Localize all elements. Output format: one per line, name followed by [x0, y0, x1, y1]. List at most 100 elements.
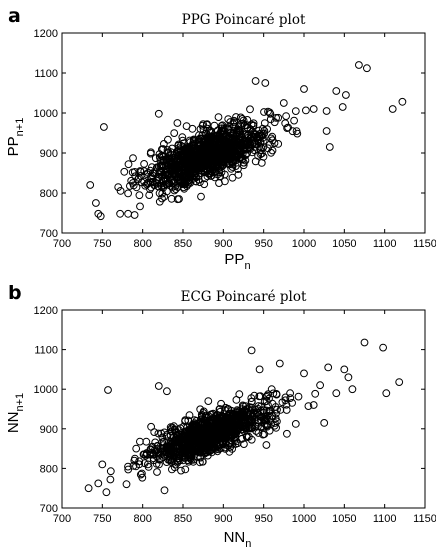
data-point [288, 399, 297, 407]
data-point [255, 365, 264, 374]
data-point [214, 445, 223, 454]
x-tick-label: 900 [214, 513, 232, 525]
chart-title: PPG Poincaré plot [182, 12, 306, 28]
data-point [241, 423, 250, 432]
data-point [222, 137, 230, 146]
data-point [267, 385, 276, 394]
data-point [196, 418, 205, 427]
x-tick-label: 950 [254, 513, 272, 525]
data-point [283, 429, 291, 438]
data-point [204, 446, 212, 455]
data-point [338, 103, 347, 111]
data-point [94, 479, 103, 488]
data-point [235, 144, 244, 152]
data-point [86, 181, 95, 189]
x-tick-label: 700 [53, 238, 71, 250]
data-point [188, 446, 197, 454]
data-point [309, 105, 318, 113]
data-point [177, 466, 185, 475]
data-point [200, 157, 208, 166]
data-point [274, 113, 283, 122]
data-point [155, 167, 164, 176]
data-point [197, 435, 206, 444]
data-point [220, 158, 229, 167]
data-point [239, 158, 248, 167]
data-point [292, 127, 301, 136]
x-tick-label: 1100 [373, 238, 397, 250]
data-point [182, 173, 191, 182]
data-point [342, 91, 350, 99]
panel-letter: b [8, 282, 22, 304]
data-point [154, 429, 163, 438]
data-point [124, 160, 133, 169]
data-point [135, 174, 143, 182]
data-point [286, 394, 295, 403]
x-tick-label: 700 [53, 513, 71, 525]
data-point [144, 463, 153, 471]
data-point [146, 445, 155, 454]
data-point [150, 428, 159, 437]
data-point [269, 389, 278, 398]
data-point [348, 385, 357, 394]
data-point [155, 153, 164, 162]
data-point [332, 87, 341, 95]
data-point [175, 456, 184, 465]
data-point [260, 108, 268, 116]
data-point [154, 382, 163, 390]
data-point [235, 390, 244, 399]
data-point [167, 457, 176, 465]
data-point [260, 430, 269, 439]
data-point [204, 397, 213, 406]
data-point [142, 451, 150, 460]
data-point [84, 484, 93, 493]
data-point [398, 97, 407, 106]
data-point [240, 145, 249, 154]
data-point [201, 174, 209, 183]
data-point [146, 149, 155, 158]
panel-letter: a [8, 5, 21, 27]
x-tick-label: 850 [174, 238, 192, 250]
data-point [175, 168, 184, 177]
data-point [160, 140, 168, 148]
data-point [209, 428, 217, 436]
data-point [168, 441, 177, 450]
data-point [340, 365, 349, 374]
data-point [168, 427, 176, 436]
data-point [258, 149, 266, 158]
data-point [170, 129, 179, 138]
data-point [234, 165, 242, 174]
data-point [120, 167, 129, 176]
data-point [116, 187, 125, 195]
y-tick-label: 1000 [34, 108, 58, 120]
data-point [248, 397, 256, 406]
data-point [264, 107, 272, 116]
data-point [379, 343, 388, 352]
data-point [216, 407, 225, 416]
data-point [184, 456, 193, 465]
data-point [225, 122, 234, 131]
data-point [278, 398, 287, 407]
data-point [388, 105, 397, 113]
x-tick-label: 800 [133, 513, 151, 525]
data-point [197, 443, 206, 452]
data-point [177, 447, 185, 455]
data-point [344, 373, 353, 382]
data-point [248, 413, 257, 422]
data-point [207, 422, 216, 430]
data-point [164, 148, 173, 157]
data-point [194, 420, 203, 429]
x-tick-label: 900 [214, 238, 232, 250]
data-point [213, 144, 222, 152]
data-point [174, 452, 183, 461]
data-point [198, 147, 206, 156]
data-point [272, 114, 281, 122]
y-tick-label: 1100 [34, 68, 58, 80]
data-point [294, 392, 303, 401]
data-point [190, 153, 199, 162]
data-point [218, 157, 227, 166]
data-point [268, 399, 277, 408]
x-tick-label: 800 [133, 238, 151, 250]
data-point [268, 132, 277, 141]
data-point [163, 387, 171, 396]
